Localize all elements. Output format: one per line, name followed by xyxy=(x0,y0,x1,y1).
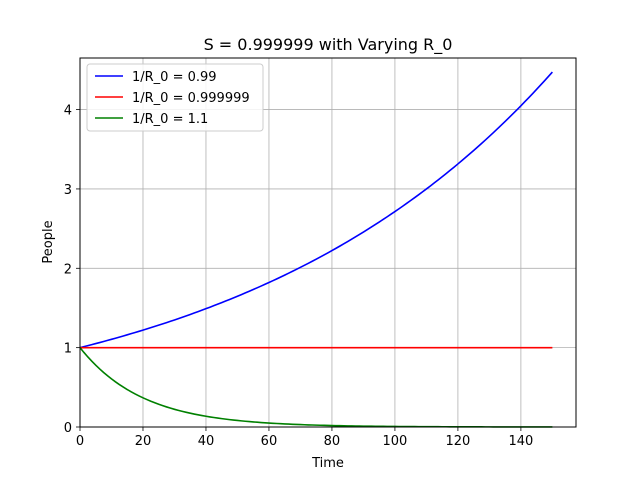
x-tick-label: 20 xyxy=(135,434,152,449)
x-tick-label: 100 xyxy=(383,434,408,449)
x-tick-label: 120 xyxy=(445,434,470,449)
y-tick-label: 4 xyxy=(64,104,72,119)
x-tick-label: 0 xyxy=(76,434,84,449)
legend-label: 1/R_0 = 0.99 xyxy=(132,70,217,85)
y-tick-label: 1 xyxy=(64,342,72,357)
y-tick-label: 3 xyxy=(64,183,72,198)
x-tick-label: 140 xyxy=(508,434,533,449)
x-axis-ticks: 0 20 40 60 80 100 120 140 xyxy=(76,427,533,449)
y-tick-label: 0 xyxy=(64,421,72,436)
y-tick-label: 2 xyxy=(64,262,72,277)
legend: 1/R_0 = 0.99 1/R_0 = 0.999999 1/R_0 = 1.1 xyxy=(86,63,264,132)
chart-title: S = 0.999999 with Varying R_0 xyxy=(204,35,453,55)
series-line-1 xyxy=(79,71,553,349)
x-tick-label: 40 xyxy=(198,434,215,449)
y-axis-ticks: 0 1 2 3 4 xyxy=(64,104,80,436)
y-axis-label: People xyxy=(41,220,56,263)
legend-label: 1/R_0 = 1.1 xyxy=(132,112,208,127)
legend-box xyxy=(86,63,264,132)
plot-frame xyxy=(79,57,577,428)
x-axis-label: Time xyxy=(311,456,344,471)
legend-label: 1/R_0 = 0.999999 xyxy=(132,91,250,106)
x-tick-label: 80 xyxy=(324,434,341,449)
x-tick-label: 60 xyxy=(261,434,278,449)
